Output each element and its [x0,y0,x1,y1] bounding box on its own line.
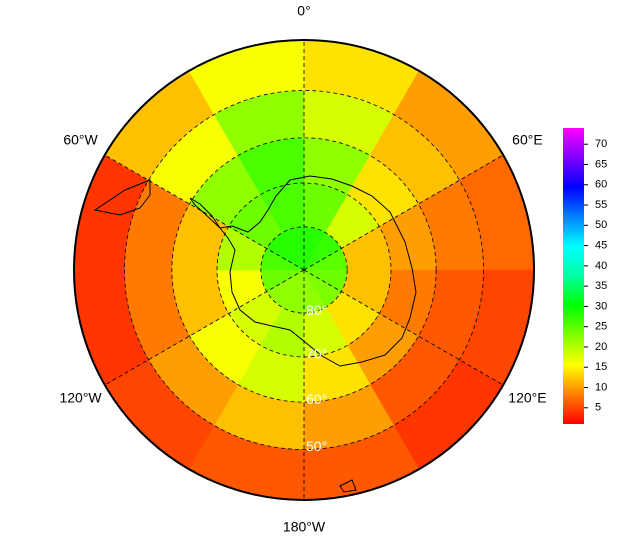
colorbar-tick-label: 40 [595,260,607,272]
longitude-label: 120°E [508,390,546,406]
colorbar-tick-label: 55 [595,199,607,211]
labels: 80° 70° 60° 50° 0° 60°E 120°E 180°W 120°W 60°W [59,3,546,535]
colorbar-tick-label: 5 [595,402,601,414]
colorbar-tick-label: 45 [595,239,607,251]
heatmap [74,40,534,500]
longitude-label: 0° [297,3,310,19]
latitude-label: 60° [306,391,327,407]
colorbar-tick-label: 60 [595,179,607,191]
latitude-line [171,137,437,403]
colorbar-tick-label: 35 [595,280,607,292]
colorbar-tick-label: 20 [595,341,607,353]
coastline [93,175,417,493]
longitude-label: 120°W [59,390,102,406]
colorbar-tick-label: 50 [595,219,607,231]
graticule [104,40,504,500]
colorbar-ticks: 5 10 15 20 25 30 35 40 45 50 55 60 65 70 [584,138,607,414]
colorbar-tick-label: 70 [595,138,607,150]
latitude-label: 50° [306,438,327,454]
colorbar-tick-label: 15 [595,361,607,373]
longitude-line [303,269,504,386]
colorbar-tick-label: 65 [595,158,607,170]
colorbar-tick-label: 10 [595,381,607,393]
colorbar [563,128,584,424]
latitude-label: 80° [306,302,327,318]
map-border [73,39,535,501]
colorbar-tick-label: 25 [595,321,607,333]
longitude-line [104,154,305,271]
longitude-label: 180°W [283,519,326,535]
latitude-label: 70° [306,346,327,362]
longitude-line [104,269,305,386]
longitude-line [303,154,504,271]
longitude-label: 60°W [63,132,98,148]
latitude-line [124,90,484,450]
longitude-label: 60°E [512,132,543,148]
colorbar-tick-label: 30 [595,300,607,312]
